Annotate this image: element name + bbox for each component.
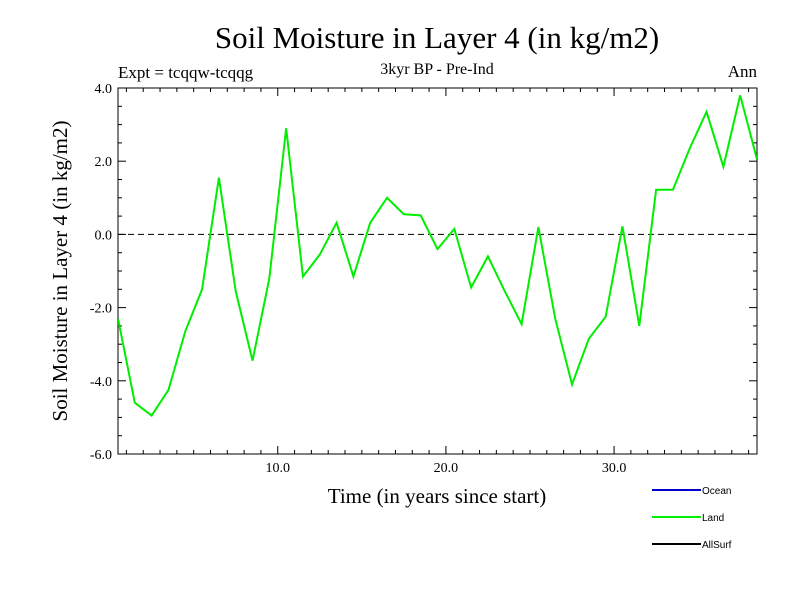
legend-item-land: Land <box>652 513 724 524</box>
y-axis-label: Soil Moisture in Layer 4 (in kg/m2) <box>48 121 72 422</box>
chart-title: Soil Moisture in Layer 4 (in kg/m2) <box>215 20 659 55</box>
series-line-land <box>118 95 757 418</box>
x-tick-label: 10.0 <box>266 461 291 476</box>
x-tick-label: 20.0 <box>434 461 459 476</box>
plot-frame <box>117 87 758 455</box>
legend-label: Land <box>702 513 724 524</box>
legend-label: AllSurf <box>702 540 732 551</box>
x-axis-label: Time (in years since start) <box>328 484 547 508</box>
y-tick-label: -2.0 <box>90 302 112 317</box>
x-tick-label: 30.0 <box>602 461 627 476</box>
legend-item-ocean: Ocean <box>652 486 731 497</box>
legend-item-allsurf: AllSurf <box>652 540 732 551</box>
chart-subtitle: 3kyr BP - Pre-Ind <box>380 61 494 78</box>
y-tick-label: 0.0 <box>95 228 113 243</box>
expt-label: Expt = tcqqw-tcqqg <box>118 63 254 82</box>
plot-area: 4.0 2.0 0.0 -2.0 -4.0 -6.0 10.0 20.0 30.0 <box>90 82 758 476</box>
legend: Ocean Land AllSurf <box>652 486 732 551</box>
y-tick-label: -6.0 <box>90 448 112 463</box>
season-label: Ann <box>728 62 758 81</box>
legend-label: Ocean <box>702 486 731 497</box>
y-tick-label: 4.0 <box>95 82 113 97</box>
y-tick-label: -4.0 <box>90 375 112 390</box>
y-tick-label: 2.0 <box>95 155 113 170</box>
